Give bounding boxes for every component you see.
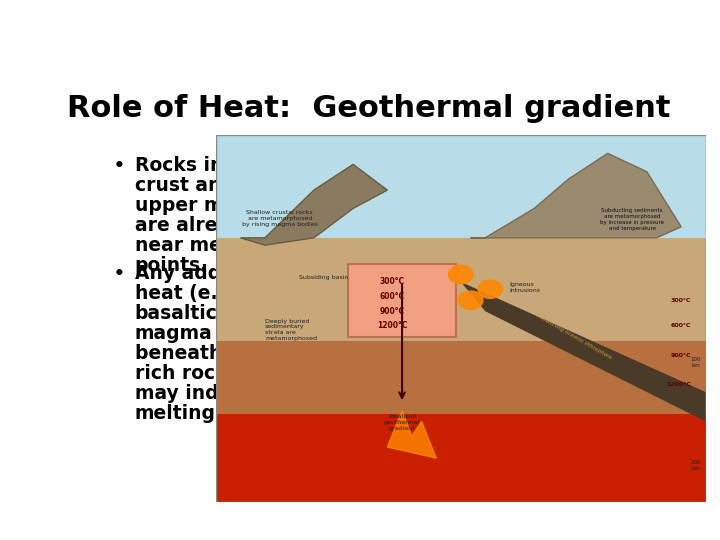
Text: 1200°C: 1200°C bbox=[666, 382, 691, 387]
Text: •: • bbox=[112, 156, 125, 176]
Text: 1200°C: 1200°C bbox=[377, 321, 408, 330]
Text: crust and: crust and bbox=[135, 176, 235, 195]
Bar bbox=[216, 341, 706, 421]
Bar bbox=[216, 414, 706, 502]
Bar bbox=[216, 238, 706, 348]
Text: Any additional: Any additional bbox=[135, 265, 288, 284]
Circle shape bbox=[449, 265, 473, 284]
FancyBboxPatch shape bbox=[348, 264, 456, 337]
Polygon shape bbox=[471, 153, 681, 238]
Text: 300°C: 300°C bbox=[670, 298, 691, 303]
Text: magma: magma bbox=[135, 324, 212, 343]
Text: upper mantle: upper mantle bbox=[135, 196, 277, 215]
Text: rich rocks): rich rocks) bbox=[135, 364, 247, 383]
Circle shape bbox=[459, 291, 483, 309]
Text: melting.: melting. bbox=[135, 404, 222, 423]
Text: 200
km: 200 km bbox=[690, 460, 701, 471]
Text: Role of Heat:  Geothermal gradient: Role of Heat: Geothermal gradient bbox=[67, 94, 671, 123]
Text: Igneous
intrusions: Igneous intrusions bbox=[510, 282, 541, 293]
Text: are already: are already bbox=[135, 216, 256, 235]
Circle shape bbox=[478, 280, 503, 299]
Text: 300°C: 300°C bbox=[379, 278, 405, 286]
Polygon shape bbox=[387, 410, 436, 458]
Bar bbox=[216, 135, 706, 238]
Text: 100
km: 100 km bbox=[690, 357, 701, 368]
Polygon shape bbox=[240, 164, 387, 245]
Text: •: • bbox=[112, 265, 125, 285]
FancyBboxPatch shape bbox=[216, 172, 706, 205]
Text: near melting: near melting bbox=[135, 236, 270, 255]
Text: Deeply buried
sedimentary
strata are
metamorphosed: Deeply buried sedimentary strata are met… bbox=[265, 319, 317, 341]
Text: beneath silica-: beneath silica- bbox=[135, 344, 290, 363]
Text: Rocks in lower: Rocks in lower bbox=[135, 156, 288, 176]
Text: Idealized
geothermal
gradient: Idealized geothermal gradient bbox=[384, 414, 420, 431]
Text: Subducting oceanic lithosphere: Subducting oceanic lithosphere bbox=[535, 313, 612, 361]
Polygon shape bbox=[461, 282, 706, 421]
Text: 600°C: 600°C bbox=[379, 292, 405, 301]
Text: Subsiding basin: Subsiding basin bbox=[300, 274, 348, 280]
Text: 600°C: 600°C bbox=[670, 323, 691, 328]
Text: basaltic: basaltic bbox=[135, 305, 217, 323]
FancyBboxPatch shape bbox=[216, 139, 706, 172]
Text: 900°C: 900°C bbox=[670, 353, 691, 358]
Text: 900°C: 900°C bbox=[379, 307, 405, 316]
Text: points.: points. bbox=[135, 256, 208, 275]
Text: may induce: may induce bbox=[135, 384, 256, 403]
Text: Shallow crustal rocks
are metamorphosed
by rising magma bodies: Shallow crustal rocks are metamorphosed … bbox=[242, 210, 318, 227]
FancyBboxPatch shape bbox=[216, 205, 706, 238]
Text: heat (e.g.: heat (e.g. bbox=[135, 285, 238, 303]
Text: Subducting sediments
are metamorphosed
by increase in pressure
and temperature: Subducting sediments are metamorphosed b… bbox=[600, 208, 664, 231]
